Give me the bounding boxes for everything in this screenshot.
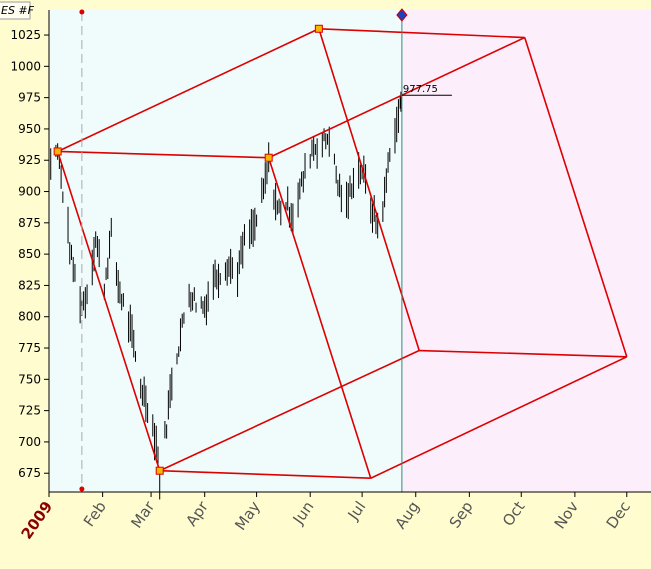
y-tick-label: 1025 [10,28,41,42]
time-marker-bottom-dot[interactable] [79,486,85,492]
y-tick-label: 875 [18,216,41,230]
projection-box[interactable] [53,24,628,480]
time-marker-top-dot[interactable] [79,9,85,15]
last-price-label: 977.75 [403,84,438,95]
box-edge[interactable] [318,28,420,351]
y-tick-label: 1000 [10,59,41,73]
box-edge[interactable] [268,36,526,159]
y-tick-label: 800 [18,310,41,324]
box-edge[interactable] [523,37,628,358]
box-edge[interactable] [159,469,371,480]
y-axis-labels: 675 700 725 750 775 800 825 850 875 900 925 950 975 1… [10,28,41,480]
box-anchor-handle[interactable] [264,153,273,162]
y-tick-label: 975 [18,91,41,105]
y-tick-label: 925 [18,153,41,167]
y-tick-label: 950 [18,122,41,136]
box-edge[interactable] [318,27,525,39]
price-bars [50,91,402,500]
future-area [401,10,651,492]
symbol-tag-box[interactable] [0,1,31,20]
axis-ticks [44,34,628,497]
box-anchor-handle[interactable] [155,466,164,475]
box-edge[interactable] [57,150,269,159]
box-edge[interactable] [267,157,372,479]
y-tick-label: 700 [18,435,41,449]
box-edge[interactable] [159,349,420,472]
y-tick-label: 825 [18,278,41,292]
y-tick-label: 675 [18,466,41,480]
cursor-diamond-icon[interactable] [396,8,408,22]
history-area [49,10,402,492]
y-tick-label: 750 [18,372,41,386]
box-edge[interactable] [419,349,627,358]
y-tick-label: 725 [18,404,41,418]
box-edge[interactable] [56,151,161,471]
box-anchor-handle[interactable] [314,24,323,33]
box-anchor-handle[interactable] [53,147,62,156]
y-tick-label: 775 [18,341,41,355]
box-edge[interactable] [57,28,320,153]
symbol-tag: ES #F [1,4,35,17]
y-tick-label: 850 [18,247,41,261]
box-edge[interactable] [370,356,628,479]
y-tick-label: 900 [18,185,41,199]
